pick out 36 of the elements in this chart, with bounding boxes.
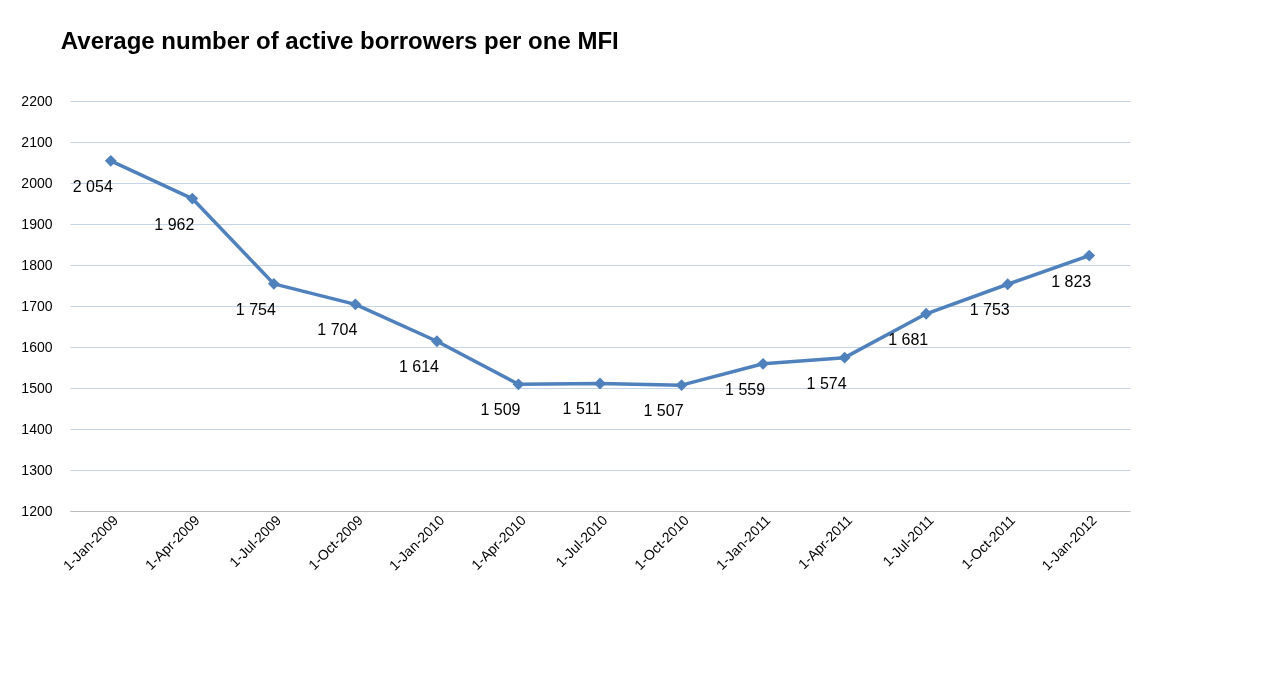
point	[186, 192, 199, 205]
data-label: 1 559	[725, 380, 766, 398]
y-tick-label: 1400	[21, 420, 53, 437]
point	[104, 154, 117, 167]
y-tick-label: 2100	[21, 133, 53, 150]
point	[594, 377, 606, 390]
data-label: 1 823	[1051, 272, 1092, 290]
y-tick-label: 1200	[21, 502, 53, 519]
y-tick-label: 1500	[21, 379, 53, 396]
point	[1001, 278, 1014, 291]
y-tick-label: 1700	[21, 297, 53, 314]
data-label: 1 753	[969, 301, 1010, 319]
y-tick-label: 1800	[21, 256, 53, 273]
y-tick-label: 1300	[21, 461, 53, 478]
chart-title: Average number of active borrowers per one MFI	[60, 27, 619, 54]
point	[838, 351, 851, 364]
data-label: 1 574	[806, 374, 847, 392]
data-label: 1 754	[235, 300, 276, 318]
data-label: 1 509	[480, 401, 521, 419]
point	[1083, 249, 1096, 262]
data-label: 1 507	[643, 402, 684, 420]
y-tick-label: 1600	[21, 338, 53, 355]
point	[757, 357, 769, 370]
point	[349, 298, 362, 311]
point	[920, 307, 933, 320]
data-label: 1 614	[398, 358, 440, 376]
point	[267, 277, 280, 290]
data-label: 1 704	[317, 321, 358, 339]
point	[431, 335, 443, 348]
data-label: 1 681	[888, 330, 929, 348]
y-tick-label: 2000	[21, 174, 53, 191]
data-label: 1 962	[154, 215, 195, 233]
y-tick-label: 1900	[21, 215, 53, 232]
data-label: 1 511	[562, 400, 602, 418]
data-label: 2 054	[72, 177, 113, 195]
y-tick-label: 2200	[21, 92, 53, 109]
